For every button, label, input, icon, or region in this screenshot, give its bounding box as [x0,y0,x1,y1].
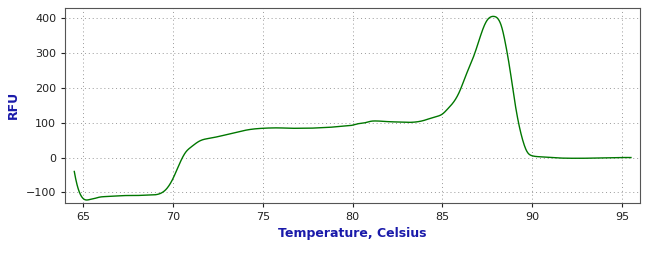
Y-axis label: RFU: RFU [7,91,20,119]
X-axis label: Temperature, Celsius: Temperature, Celsius [278,228,427,240]
